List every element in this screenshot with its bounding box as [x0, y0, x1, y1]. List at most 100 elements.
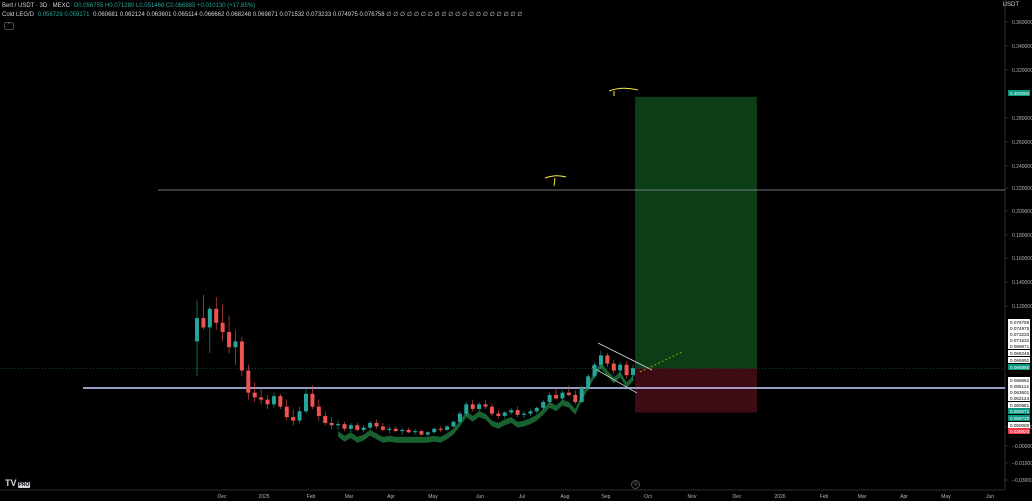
- candles: [195, 294, 635, 437]
- candle: [425, 431, 430, 437]
- candle: [233, 329, 238, 365]
- price-badge-bg: [1008, 90, 1030, 96]
- candle-body: [445, 426, 450, 430]
- candle-body: [554, 394, 559, 399]
- candle-body: [355, 425, 360, 430]
- chevron-up-icon: ^: [7, 22, 11, 28]
- candle: [534, 406, 539, 414]
- candle-body: [477, 404, 482, 409]
- price-badge: 0.060681: [1008, 402, 1030, 408]
- candle: [368, 420, 373, 430]
- candle: [631, 364, 635, 382]
- price-badge-bg: [1008, 343, 1030, 349]
- candle-body: [342, 424, 347, 429]
- symbol-legend[interactable]: Bert / USDT · 3D · MEXC O0.056755 H0.071…: [2, 2, 257, 10]
- price-scale[interactable]: 0.360000 0.340000 0.320000 0.280000 0.260000…: [1004, 0, 1032, 490]
- candle: [618, 362, 623, 377]
- candle: [470, 399, 475, 412]
- candle-body: [489, 406, 494, 414]
- price-badge-bg: [1008, 408, 1030, 414]
- candle: [329, 417, 334, 429]
- price-badge-bg: [1008, 331, 1030, 337]
- candle-body: [220, 322, 225, 333]
- annotation-mark: [608, 87, 639, 96]
- ohlc-values: O0.056755 H0.071280 L0.051466 C0.066885 …: [73, 3, 256, 9]
- y-tick-label: −0.010000: [1012, 461, 1032, 467]
- candle: [586, 374, 591, 391]
- candle-body: [195, 318, 199, 342]
- candle-body: [425, 432, 430, 435]
- price-badge-label: 0.050000: [1010, 423, 1030, 428]
- x-tick-label: Apr: [900, 494, 908, 500]
- candle: [406, 427, 411, 434]
- candle: [624, 361, 629, 379]
- candle-body: [271, 396, 276, 405]
- price-badge-bg: [1008, 364, 1030, 370]
- candle-body: [336, 424, 341, 426]
- candle-body: [515, 410, 520, 415]
- candle: [195, 300, 199, 377]
- candle-body: [534, 407, 539, 412]
- candle-body: [323, 415, 328, 423]
- candle-body: [239, 341, 244, 371]
- candle: [361, 425, 366, 433]
- candle: [515, 406, 520, 418]
- x-tick-label: Apr: [387, 494, 395, 500]
- y-tick-label: 0.120000: [1012, 304, 1032, 310]
- x-tick-label: Mar: [858, 494, 867, 500]
- ma-ribbon: [338, 362, 633, 443]
- position-tool[interactable]: [635, 96, 757, 413]
- price-badge-bg: [1008, 422, 1030, 428]
- price-badge: 0.073233: [1008, 331, 1030, 337]
- annotation-mark: [544, 175, 567, 187]
- collapse-legend-button[interactable]: ^: [4, 22, 14, 30]
- candle: [227, 315, 232, 354]
- indicator-label[interactable]: Cold LEG/D: [2, 12, 35, 18]
- drawings[interactable]: [0, 87, 1005, 443]
- candle: [541, 399, 546, 411]
- price-badge-label: 0.068248: [1010, 351, 1030, 356]
- logo-text: TV: [5, 478, 17, 488]
- playback-icon[interactable]: ◎: [631, 480, 640, 489]
- x-tick-label: May: [941, 494, 951, 500]
- symbol-title[interactable]: Bert / USDT · 3D · MEXC: [2, 3, 70, 9]
- y-tick-label: 0.180000: [1012, 233, 1032, 239]
- candle-body: [406, 429, 411, 433]
- indicator-legend[interactable]: Cold LEG/D 0.056729 0.059271 0.060681 0.…: [2, 11, 524, 19]
- price-badge-label: 0.060681: [1010, 403, 1030, 408]
- candle-body: [566, 392, 571, 395]
- candle: [201, 294, 206, 330]
- time-scale[interactable]: Dec 2025 Feb Mar Apr May Jun Jul Aug Sep Oct Nov Dec…: [0, 489, 1005, 500]
- x-tick-label: May: [428, 494, 438, 500]
- price-badge-bg: [1008, 395, 1030, 401]
- x-tick-label: Feb: [307, 494, 316, 500]
- candle: [438, 426, 443, 433]
- candle: [387, 426, 392, 434]
- candle-body: [502, 412, 507, 416]
- candle-body: [586, 376, 591, 388]
- channel-top: [597, 342, 653, 371]
- candle: [336, 420, 341, 430]
- candle-body: [573, 394, 578, 402]
- price-badge-label: 0.073233: [1010, 332, 1030, 337]
- candle-body: [329, 422, 334, 426]
- price-badge-bg: [1008, 325, 1030, 331]
- candle: [489, 404, 494, 416]
- tradingview-logo[interactable]: TV PRO: [5, 478, 31, 488]
- candle-body: [560, 392, 565, 399]
- candle: [611, 360, 616, 375]
- candle-body: [528, 411, 533, 414]
- x-tick-label: Dec: [733, 494, 742, 500]
- candle-body: [547, 394, 552, 402]
- candle: [579, 385, 584, 404]
- candle-body: [457, 413, 462, 422]
- x-tick-label: Sep: [602, 494, 611, 500]
- candle-body: [233, 341, 238, 348]
- price-badge-bg: [1008, 402, 1030, 408]
- price-badge-label: 0.056729: [1010, 416, 1030, 421]
- currency-label[interactable]: USDT: [1002, 2, 1019, 8]
- candle-body: [432, 428, 437, 433]
- candle: [348, 422, 353, 433]
